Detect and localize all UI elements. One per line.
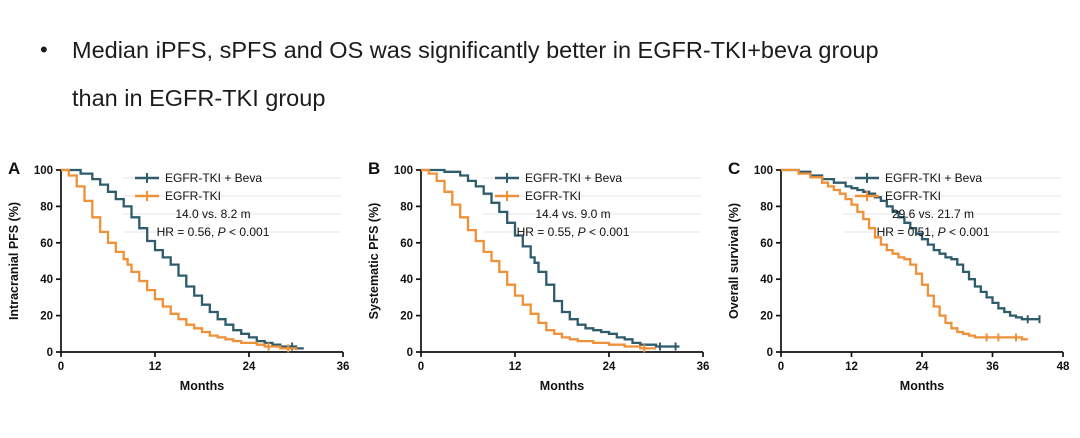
- svg-text:A: A: [8, 159, 20, 178]
- svg-text:36: 36: [986, 361, 999, 373]
- svg-text:EGFR-TKI: EGFR-TKI: [165, 189, 221, 203]
- svg-text:HR = 0.56, P < 0.001: HR = 0.56, P < 0.001: [157, 225, 270, 239]
- svg-text:0: 0: [767, 347, 773, 359]
- svg-text:B: B: [368, 159, 380, 178]
- svg-text:100: 100: [754, 165, 773, 177]
- svg-text:20: 20: [40, 311, 53, 323]
- svg-text:0: 0: [778, 361, 784, 373]
- svg-text:HR = 0.55, P < 0.001: HR = 0.55, P < 0.001: [517, 225, 630, 239]
- svg-text:Overall survival (%): Overall survival (%): [727, 203, 741, 319]
- svg-text:Months: Months: [180, 379, 224, 393]
- svg-text:12: 12: [149, 361, 162, 373]
- svg-text:14.4 vs. 9.0 m: 14.4 vs. 9.0 m: [535, 207, 610, 221]
- svg-text:C: C: [728, 159, 740, 178]
- svg-text:0: 0: [58, 361, 64, 373]
- svg-text:48: 48: [1057, 361, 1070, 373]
- svg-text:EGFR-TKI + Beva: EGFR-TKI + Beva: [165, 171, 262, 185]
- svg-text:EGFR-TKI: EGFR-TKI: [885, 189, 941, 203]
- svg-text:14.0 vs. 8.2 m: 14.0 vs. 8.2 m: [175, 207, 250, 221]
- bullet-summary: • Median iPFS, sPFS and OS was significa…: [0, 0, 1080, 122]
- bullet-text: Median iPFS, sPFS and OS was significant…: [72, 26, 879, 122]
- svg-text:0: 0: [418, 361, 424, 373]
- svg-text:80: 80: [760, 201, 773, 213]
- svg-text:24: 24: [603, 361, 616, 373]
- km-chart-overall-survival: 0 20 40 60 80 100 0 12 24 36 48 EGFR-TKI + Beva EGFR…: [727, 159, 1070, 393]
- km-charts-row: 0 20 40 60 80 100 0 12 24 36 EGFR-TKI + Beva EGFR-T…: [0, 154, 1080, 404]
- svg-text:HR = 0.51, P < 0.001: HR = 0.51, P < 0.001: [877, 225, 990, 239]
- km-chart-intracranial-pfs: 0 20 40 60 80 100 0 12 24 36 EGFR-TKI + Beva EGFR-T…: [7, 159, 350, 393]
- svg-text:29.6 vs. 21.7 m: 29.6 vs. 21.7 m: [892, 207, 974, 221]
- svg-text:EGFR-TKI + Beva: EGFR-TKI + Beva: [885, 171, 982, 185]
- svg-text:Months: Months: [900, 379, 944, 393]
- svg-text:40: 40: [760, 274, 773, 286]
- svg-text:40: 40: [40, 274, 53, 286]
- svg-text:24: 24: [916, 361, 929, 373]
- svg-text:36: 36: [697, 361, 710, 373]
- svg-text:Intracranial PFS (%): Intracranial PFS (%): [7, 202, 21, 320]
- svg-text:12: 12: [509, 361, 522, 373]
- svg-text:0: 0: [47, 347, 53, 359]
- svg-text:20: 20: [760, 311, 773, 323]
- svg-text:100: 100: [34, 165, 53, 177]
- svg-text:60: 60: [400, 238, 413, 250]
- svg-text:80: 80: [40, 201, 53, 213]
- svg-text:60: 60: [40, 238, 53, 250]
- svg-text:100: 100: [394, 165, 413, 177]
- bullet-line-2: than in EGFR-TKI group: [72, 85, 326, 111]
- svg-text:36: 36: [337, 361, 350, 373]
- bullet-line-1: Median iPFS, sPFS and OS was significant…: [72, 37, 879, 63]
- svg-text:0: 0: [407, 347, 413, 359]
- svg-text:EGFR-TKI + Beva: EGFR-TKI + Beva: [525, 171, 622, 185]
- svg-text:EGFR-TKI: EGFR-TKI: [525, 189, 581, 203]
- bullet-marker: •: [40, 37, 48, 62]
- svg-text:Months: Months: [540, 379, 584, 393]
- svg-text:20: 20: [400, 311, 413, 323]
- km-chart-systematic-pfs: 0 20 40 60 80 100 0 12 24 36 EGFR-TKI + Beva EGFR-T…: [367, 159, 710, 393]
- svg-text:80: 80: [400, 201, 413, 213]
- svg-text:24: 24: [243, 361, 256, 373]
- svg-text:60: 60: [760, 238, 773, 250]
- svg-text:40: 40: [400, 274, 413, 286]
- svg-text:Systematic PFS (%): Systematic PFS (%): [367, 203, 381, 320]
- svg-text:12: 12: [845, 361, 858, 373]
